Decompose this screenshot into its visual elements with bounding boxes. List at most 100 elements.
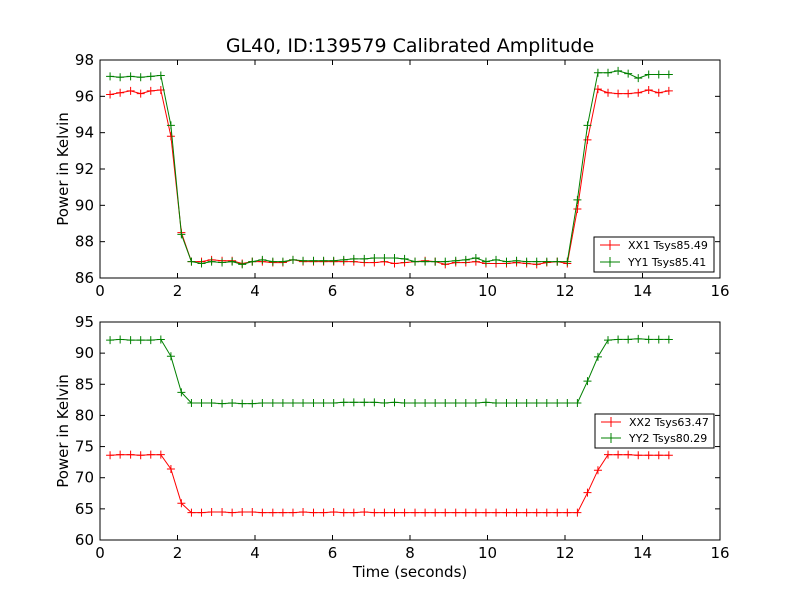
top-xtick-label: 6 bbox=[328, 282, 338, 300]
bottom-series-0-point bbox=[512, 508, 521, 517]
bottom-series-1-point bbox=[258, 398, 267, 407]
bottom-ytick-label: 85 bbox=[75, 375, 94, 393]
bottom-series-0-point bbox=[553, 508, 562, 517]
bottom-series-1-point bbox=[116, 335, 125, 344]
top-series-1-point bbox=[319, 256, 328, 265]
top-series-1-point bbox=[492, 255, 501, 264]
top-series-1-point bbox=[329, 256, 338, 265]
top-series-1-point bbox=[421, 257, 430, 266]
top-series-1-point bbox=[126, 72, 135, 81]
bottom-ytick-label: 65 bbox=[75, 500, 94, 518]
top-series-1-point bbox=[563, 257, 572, 266]
bottom-series-1-point bbox=[228, 398, 237, 407]
bottom-series-0-point bbox=[593, 466, 602, 475]
top-series-1-point bbox=[218, 258, 227, 267]
bottom-series-0-point bbox=[644, 451, 653, 460]
legend-marker-yy2 bbox=[606, 433, 616, 443]
bottom-series-0-point bbox=[278, 508, 287, 517]
bottom-series-0-point bbox=[614, 450, 623, 459]
bottom-series-0-point bbox=[207, 507, 216, 516]
bottom-series-1-point bbox=[187, 398, 196, 407]
bottom-series-0-point bbox=[573, 508, 582, 517]
bottom-series-1-point bbox=[441, 398, 450, 407]
bottom-series-1-point bbox=[106, 336, 115, 345]
top-series-1-point bbox=[390, 254, 399, 263]
bottom-series-1-point bbox=[349, 398, 358, 407]
bottom-series-1-point bbox=[288, 398, 297, 407]
bottom-series-1-point bbox=[573, 398, 582, 407]
top-series-0-point bbox=[583, 135, 592, 144]
bottom-series-0-point bbox=[319, 508, 328, 517]
top-xtick-label: 12 bbox=[555, 282, 574, 300]
bottom-series-0-point bbox=[187, 508, 196, 517]
bottom-series-0-point bbox=[664, 451, 673, 460]
top-series-1-point bbox=[512, 256, 521, 265]
top-xtick-label: 10 bbox=[478, 282, 497, 300]
top-series-0-point bbox=[573, 204, 582, 213]
top-series-1-point bbox=[573, 195, 582, 204]
top-series-0-point bbox=[614, 89, 623, 98]
bottom-legend-box bbox=[594, 413, 715, 449]
top-series-0-point bbox=[604, 88, 613, 97]
top-ytick-label: 92 bbox=[75, 160, 94, 178]
top-subplot: 0 2 4 6 8 10 12 14 16 86 88 90 92 94 96 98 Power in Ke… bbox=[54, 51, 730, 300]
top-series-1-point bbox=[451, 256, 460, 265]
bottom-series-0-point bbox=[542, 508, 551, 517]
bottom-series-1-point bbox=[654, 335, 663, 344]
top-series-1-point bbox=[136, 73, 145, 82]
bottom-xtick-label: 4 bbox=[250, 544, 260, 562]
bottom-series-1-point bbox=[177, 388, 186, 397]
bottom-series-1-point bbox=[238, 399, 247, 408]
top-x-ticks: 0 2 4 6 8 10 12 14 16 bbox=[95, 60, 730, 300]
top-series-layer bbox=[106, 66, 673, 269]
bottom-series-0-point bbox=[248, 507, 257, 516]
top-series-1-point bbox=[441, 257, 450, 266]
bottom-legend: XX2 Tsys63.47 YY2 Tsys80.29 bbox=[594, 413, 715, 449]
top-series-1-point bbox=[532, 257, 541, 266]
bottom-xtick-label: 10 bbox=[478, 544, 497, 562]
bottom-series-0-point bbox=[370, 508, 379, 517]
bottom-series-0-point bbox=[522, 508, 531, 517]
bottom-ytick-label: 90 bbox=[75, 344, 94, 362]
legend-label-yy1: YY1 Tsys85.41 bbox=[627, 256, 706, 269]
top-series-1-point bbox=[309, 256, 318, 265]
bottom-series-0-point bbox=[258, 508, 267, 517]
top-series-0-point bbox=[664, 86, 673, 95]
bottom-series-1-point bbox=[309, 398, 318, 407]
bottom-series-1-point bbox=[542, 398, 551, 407]
bottom-series-1-point bbox=[197, 398, 206, 407]
top-series-1-point bbox=[654, 70, 663, 79]
bottom-series-0-point bbox=[481, 508, 490, 517]
top-series-1-point bbox=[400, 254, 409, 263]
bottom-series-1-point bbox=[583, 377, 592, 386]
top-series-1-point bbox=[411, 257, 420, 266]
bottom-series-0-point bbox=[492, 508, 501, 517]
bottom-series-0-point bbox=[390, 508, 399, 517]
bottom-series-1-point bbox=[146, 336, 155, 345]
top-ytick-label: 96 bbox=[75, 87, 94, 105]
bottom-series-1-point bbox=[563, 398, 572, 407]
bottom-series-0-point bbox=[218, 507, 227, 516]
top-series-1-point bbox=[634, 74, 643, 83]
bottom-series-0-point bbox=[349, 508, 358, 517]
top-series-1-point bbox=[258, 255, 267, 264]
bottom-series-0-point bbox=[563, 508, 572, 517]
bottom-xtick-label: 16 bbox=[710, 544, 729, 562]
bottom-series-0-point bbox=[197, 508, 206, 517]
bottom-series-0-point bbox=[238, 507, 247, 516]
bottom-series-0-point bbox=[604, 450, 613, 459]
top-series-1-point bbox=[522, 257, 531, 266]
top-series-1-point bbox=[360, 254, 369, 263]
bottom-series-0-point bbox=[329, 507, 338, 516]
bottom-ytick-label: 75 bbox=[75, 438, 94, 456]
top-series-1-point bbox=[278, 257, 287, 266]
top-ytick-label: 88 bbox=[75, 233, 94, 251]
bottom-series-1-point bbox=[421, 398, 430, 407]
bottom-series-1-point bbox=[604, 336, 613, 345]
legend-marker-xx2 bbox=[606, 417, 616, 427]
top-series-1-point bbox=[228, 257, 237, 266]
top-series-1-point bbox=[156, 71, 165, 80]
bottom-series-0-point bbox=[156, 450, 165, 459]
top-series-1-point bbox=[288, 255, 297, 264]
